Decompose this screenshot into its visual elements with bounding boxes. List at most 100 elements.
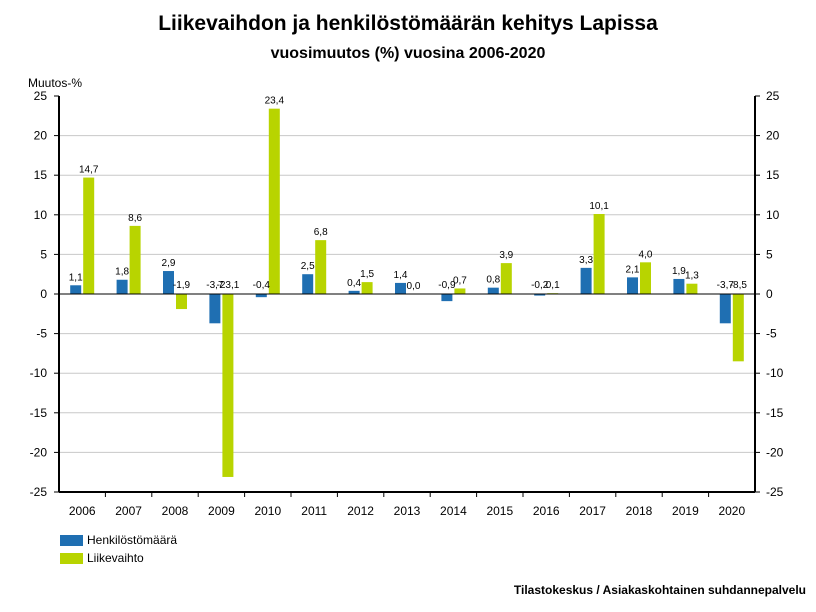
data-label: 3,3 <box>579 255 593 266</box>
x-tick-label: 2016 <box>533 504 560 518</box>
source-note: Tilastokeskus / Asiakaskohtainen suhdann… <box>513 583 806 597</box>
y-tick-label-right: 15 <box>766 168 780 182</box>
y-tick-label-right: -10 <box>766 366 784 380</box>
y-tick-label-right: 0 <box>766 287 773 301</box>
data-label: 10,1 <box>589 201 609 212</box>
x-tick-label: 2009 <box>208 504 235 518</box>
y-tick-label-right: 10 <box>766 208 780 222</box>
bar-henkilostomaara <box>673 278 685 294</box>
data-label: 14,7 <box>79 165 99 176</box>
bar-liikevaihto <box>593 214 605 294</box>
bar-henkilostomaara <box>209 294 221 324</box>
x-tick-label: 2007 <box>115 504 142 518</box>
y-tick-label-right: -5 <box>766 327 777 341</box>
bar-henkilostomaara <box>348 290 360 294</box>
y-tick-label-right: 5 <box>766 247 773 261</box>
data-label: -3,7 <box>717 280 735 291</box>
x-tick-label: 2006 <box>69 504 96 518</box>
legend-swatch-liikevaihto <box>60 552 83 564</box>
data-labels: 1,114,71,88,62,9-1,9 -3,7-23,1 -0,423,42,5… <box>69 96 748 292</box>
data-label: -0,9 <box>438 280 456 291</box>
x-tick-label: 2019 <box>672 504 699 518</box>
bar-henkilostomaara <box>441 294 453 302</box>
bar-henkilostomaara <box>70 285 82 294</box>
data-label: 1,3 <box>685 271 699 282</box>
data-label: 6,8 <box>314 227 328 238</box>
data-label: 3,9 <box>499 250 513 261</box>
data-label: 1,5 <box>360 269 374 280</box>
y-tick-label-right: -15 <box>766 406 784 420</box>
bar-liikevaihto <box>732 294 744 362</box>
x-tick-label: 2010 <box>254 504 281 518</box>
legend: Henkilöstömäärä Liikevaihto <box>60 531 177 567</box>
bar-liikevaihto <box>176 294 187 310</box>
data-label: 0,0 <box>407 281 421 292</box>
y-tick-label-right: -25 <box>766 485 784 499</box>
legend-item-liikevaihto: Liikevaihto <box>60 549 177 567</box>
legend-swatch-henkilostomaara <box>60 534 83 546</box>
y-tick-label-right: -20 <box>766 445 784 459</box>
data-label: 1,4 <box>394 270 408 281</box>
x-tick-label: 2011 <box>301 504 327 518</box>
x-tick-label: 2008 <box>162 504 189 518</box>
legend-item-henkilostomaara: Henkilöstömäärä <box>60 531 177 549</box>
data-label: -1,9 <box>173 280 191 291</box>
y-tick-label-left: 5 <box>40 247 47 261</box>
bar-liikevaihto <box>315 240 327 294</box>
bar-liikevaihto <box>640 262 651 294</box>
y-tick-label-right: 20 <box>766 129 780 143</box>
data-label: -0,4 <box>253 280 271 291</box>
data-label: -0,2 <box>531 280 549 291</box>
bar-liikevaihto <box>361 282 373 294</box>
data-label: 23,4 <box>265 96 285 107</box>
x-tick-label: 2013 <box>394 504 421 518</box>
legend-label-henkilostomaara: Henkilöstömäärä <box>87 533 178 547</box>
y-tick-label-left: 25 <box>34 89 48 103</box>
x-tick-label: 2012 <box>347 504 374 518</box>
bar-henkilostomaara <box>395 282 406 294</box>
bar-henkilostomaara <box>487 287 499 294</box>
data-label: 2,5 <box>301 261 315 272</box>
bar-liikevaihto <box>500 263 512 294</box>
bar-liikevaihto <box>686 283 698 294</box>
y-tick-label-left: 0 <box>40 287 47 301</box>
data-label: 2,9 <box>162 258 176 269</box>
x-tick-label: 2017 <box>579 504 606 518</box>
bar-liikevaihto <box>222 294 234 477</box>
y-tick-label-left: -20 <box>30 445 48 459</box>
bar-henkilostomaara <box>534 294 546 296</box>
bar-liikevaihto <box>129 225 141 294</box>
y-tick-label-left: 20 <box>34 129 48 143</box>
y-tick-label-left: -25 <box>30 485 48 499</box>
y-tick-label-right: 25 <box>766 89 780 103</box>
data-label: 1,8 <box>115 267 129 278</box>
data-label: 2,1 <box>626 264 640 275</box>
data-label: -8,5 <box>730 280 748 291</box>
bar-henkilostomaara <box>580 267 592 294</box>
data-label: 0,8 <box>486 275 500 286</box>
data-label: 4,0 <box>639 249 653 260</box>
y-tick-label-left: 15 <box>34 168 48 182</box>
bar-henkilostomaara <box>719 294 731 324</box>
legend-label-liikevaihto: Liikevaihto <box>87 551 144 565</box>
bar-liikevaihto <box>454 288 466 294</box>
data-label: 1,9 <box>672 266 686 277</box>
x-tick-label: 2020 <box>718 504 745 518</box>
data-label: 0,4 <box>347 278 361 289</box>
y-tick-label-left: 10 <box>34 208 48 222</box>
x-tick-label: 2018 <box>626 504 653 518</box>
y-tick-label-left: -5 <box>36 327 47 341</box>
bar-henkilostomaara <box>116 279 128 294</box>
bar-liikevaihto <box>83 177 95 294</box>
bar-henkilostomaara <box>627 277 638 294</box>
bar-henkilostomaara <box>255 294 267 298</box>
data-label: 1,1 <box>69 272 83 283</box>
bar-henkilostomaara <box>302 274 314 294</box>
data-label: 0,1 <box>546 280 560 291</box>
bar-liikevaihto <box>268 108 280 294</box>
y-axis-label: Muutos-% <box>28 76 83 90</box>
chart-title: Liikevaihdon ja henkilöstömäärän kehitys… <box>158 12 658 35</box>
x-tick-label: 2015 <box>486 504 513 518</box>
